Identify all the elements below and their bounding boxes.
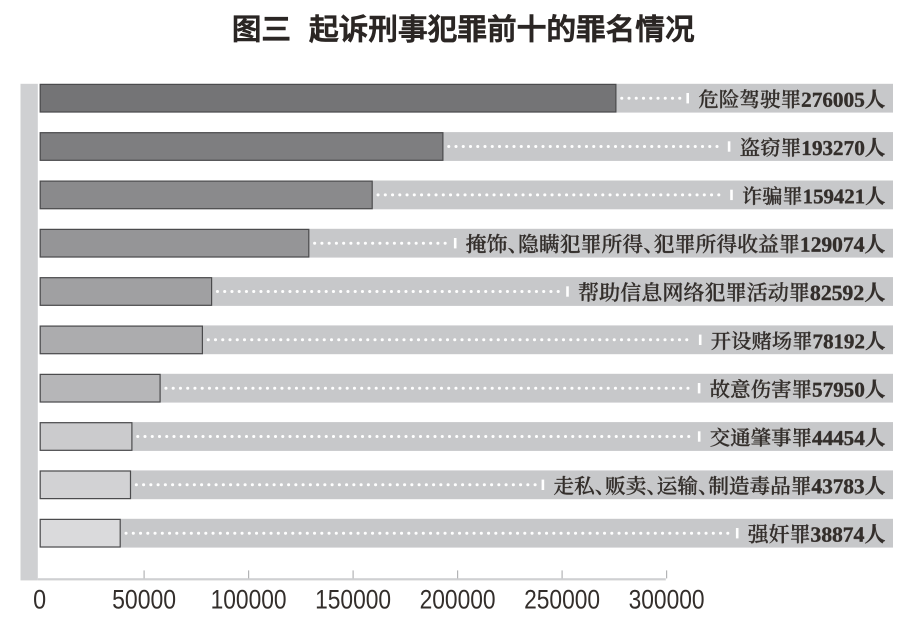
svg-text:150000: 150000 bbox=[315, 585, 391, 615]
svg-text:0: 0 bbox=[33, 585, 46, 615]
svg-text:300000: 300000 bbox=[629, 585, 705, 615]
svg-text:200000: 200000 bbox=[420, 585, 496, 615]
svg-text:50000: 50000 bbox=[112, 585, 176, 615]
svg-text:250000: 250000 bbox=[524, 585, 600, 615]
svg-text:100000: 100000 bbox=[211, 585, 287, 615]
